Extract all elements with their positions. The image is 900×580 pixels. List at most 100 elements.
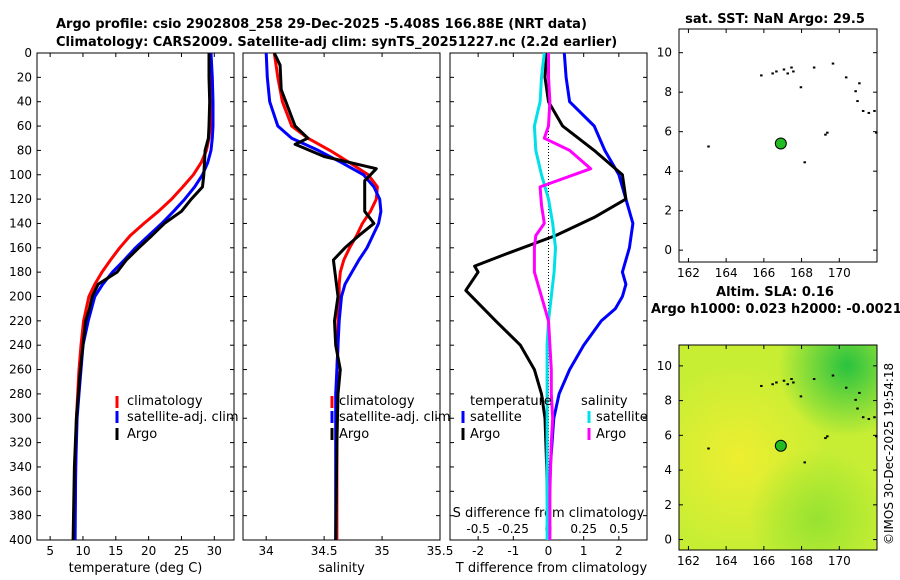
legend-label-s-argo: Argo [596, 427, 626, 442]
island-mark [786, 72, 789, 75]
y-tick-label: 120 [9, 192, 32, 206]
y-tick-label: 80 [17, 143, 32, 157]
island-mark [790, 378, 793, 381]
island-mark [854, 90, 857, 93]
y-tick-label: 340 [9, 460, 32, 474]
x-tick-label: 1 [580, 544, 588, 558]
x-tick-label: 25 [174, 544, 189, 558]
series-line-salinity-satellite [532, 52, 557, 540]
x-tick-label: 162 [677, 554, 700, 568]
x-tick-label: 168 [790, 266, 813, 280]
y-tick-label: 8 [664, 85, 672, 99]
x-tick-label: 170 [828, 554, 851, 568]
x-tick-label: 166 [752, 554, 775, 568]
series-line-satellite-adj--clim [264, 52, 383, 540]
island-mark [858, 82, 861, 85]
island-mark [760, 384, 763, 387]
y-tick-label: 180 [9, 265, 32, 279]
y-tick-label: 20 [17, 70, 32, 84]
legend-title-salinity: salinity [581, 394, 628, 409]
y-tick-label: 380 [9, 509, 32, 523]
y-tick-label: 220 [9, 314, 32, 328]
island-mark [875, 435, 878, 438]
x-tick-label: 164 [715, 554, 738, 568]
sla-map-title-1: Altim. SLA: 0.16 [716, 285, 834, 300]
difference-legend: temperature salinity satellite Argo sate… [461, 394, 648, 442]
island-mark [826, 131, 829, 134]
x-tick-label: 0 [545, 544, 553, 558]
y-tick-label: 0 [24, 46, 32, 60]
island-mark [831, 374, 835, 377]
series-line-argo [71, 53, 212, 541]
x-tick-label: -1 [507, 544, 519, 558]
island-mark [824, 133, 827, 136]
legend-label-argo: Argo [339, 427, 369, 442]
x-tick-label: 162 [677, 266, 700, 280]
y-tick-label: 8 [664, 394, 672, 408]
y-tick-label: 40 [17, 95, 32, 109]
island-mark [856, 100, 859, 103]
sst-map: 162 164 166 168 170 0 2 4 6 8 10 [657, 28, 878, 280]
x-tick-label: 166 [752, 266, 775, 280]
island-mark [771, 72, 774, 75]
top-tick-label: 0.5 [609, 522, 628, 536]
legend-label-argo: Argo [127, 427, 157, 442]
island-mark [803, 461, 806, 464]
series-line-argo [272, 52, 378, 541]
legend-label-climatology: climatology [127, 394, 203, 409]
y-tick-label: 4 [664, 164, 672, 178]
island-mark [867, 111, 871, 114]
series-line-temperature-argo [464, 52, 628, 541]
island-mark [782, 68, 786, 71]
map-frame [678, 28, 878, 263]
y-tick-label: 400 [9, 533, 32, 547]
plot-frame [36, 52, 235, 541]
y-tick-label: 10 [657, 359, 672, 373]
island-mark [812, 378, 816, 381]
legend-title-temperature: temperature [470, 394, 552, 409]
map-frame [678, 344, 878, 551]
sla-map-title-2: Argo h1000: 0.023 h2000: -0.0021 [651, 302, 900, 317]
y-tick-label: 100 [9, 168, 32, 182]
y-tick-label: 200 [9, 290, 32, 304]
island-mark [760, 74, 763, 77]
island-mark [707, 145, 710, 148]
island-mark [707, 447, 710, 450]
x-tick-label: 35.5 [427, 544, 454, 558]
island-mark [826, 435, 829, 438]
y-tick-label: 2 [664, 204, 672, 218]
island-mark [856, 407, 859, 410]
x-tick-label: 34.5 [311, 544, 338, 558]
y-tick-label: 0 [664, 533, 672, 547]
y-tick-label: 6 [664, 125, 672, 139]
legend-label-satellite: satellite-adj. clim [127, 410, 239, 425]
island-mark [782, 379, 786, 382]
series-line-climatology [272, 52, 379, 540]
title-line-2: Climatology: CARS2009. Satellite-adj cli… [56, 35, 617, 50]
y-tick-label: 4 [664, 463, 672, 477]
y-tick-label: 10 [657, 46, 672, 60]
y-tick-label: 6 [664, 428, 672, 442]
legend-label-satellite: satellite-adj. clim [339, 410, 451, 425]
island-mark [799, 86, 803, 89]
x-axis-label: temperature (deg C) [69, 561, 203, 576]
series-line-salinity-argo [532, 53, 593, 540]
y-tick-label: 280 [9, 387, 32, 401]
x-tick-label: 168 [790, 554, 813, 568]
x-tick-label: 34 [259, 544, 274, 558]
y-tick-label: 300 [9, 411, 32, 425]
legend-label-t-satellite: satellite [470, 410, 522, 425]
island-mark [861, 416, 865, 419]
credit-text: ©IMOS 30-Dec-2025 19:54:18 [882, 363, 896, 545]
island-mark [867, 417, 871, 420]
island-mark [799, 395, 803, 398]
island-mark [790, 66, 793, 69]
x-axis-label: salinity [318, 561, 365, 576]
y-tick-label: 320 [9, 436, 32, 450]
x-tick-label: 170 [828, 266, 851, 280]
series-line-temperature-satellite [547, 52, 635, 541]
island-mark [854, 398, 857, 401]
island-mark [792, 70, 795, 73]
